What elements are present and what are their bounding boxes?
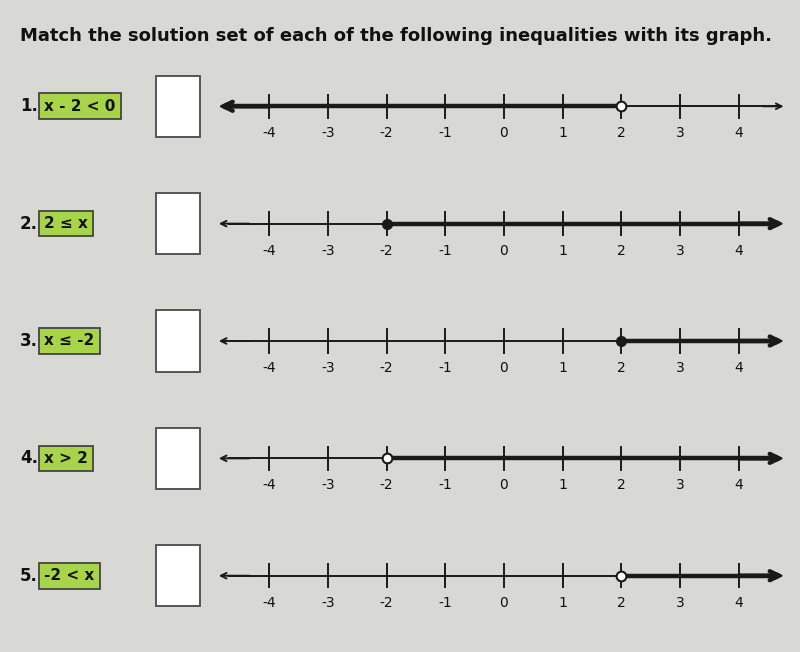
Text: 1: 1 [558, 126, 567, 140]
Text: -1: -1 [438, 361, 452, 375]
Text: 2: 2 [617, 361, 626, 375]
Text: -2: -2 [380, 361, 394, 375]
Text: 4: 4 [734, 126, 743, 140]
Text: -4: -4 [262, 126, 276, 140]
Text: 3: 3 [676, 479, 685, 492]
FancyBboxPatch shape [156, 193, 200, 254]
Text: 2: 2 [617, 244, 626, 258]
Text: -1: -1 [438, 126, 452, 140]
Text: 3: 3 [676, 596, 685, 610]
Text: -2: -2 [380, 244, 394, 258]
Text: -1: -1 [438, 244, 452, 258]
Text: -4: -4 [262, 361, 276, 375]
Text: 4: 4 [734, 479, 743, 492]
FancyBboxPatch shape [156, 545, 200, 606]
Text: -4: -4 [262, 596, 276, 610]
Text: 3: 3 [676, 361, 685, 375]
Text: -3: -3 [321, 244, 334, 258]
Text: x ≤ -2: x ≤ -2 [44, 333, 94, 349]
Text: 1: 1 [558, 361, 567, 375]
Text: 0: 0 [500, 596, 508, 610]
Text: 4.: 4. [20, 449, 38, 467]
Text: Match the solution set of each of the following inequalities with its graph.: Match the solution set of each of the fo… [20, 27, 772, 45]
Text: 2: 2 [617, 126, 626, 140]
Text: -1: -1 [438, 479, 452, 492]
Text: 0: 0 [500, 244, 508, 258]
Text: 3.: 3. [20, 332, 38, 350]
Text: 2 ≤ x: 2 ≤ x [44, 216, 88, 231]
Text: 2.: 2. [20, 215, 38, 233]
Text: 4: 4 [734, 596, 743, 610]
Text: -1: -1 [438, 596, 452, 610]
Text: -2: -2 [380, 596, 394, 610]
Text: -2: -2 [380, 126, 394, 140]
FancyBboxPatch shape [156, 76, 200, 137]
Text: 4: 4 [734, 361, 743, 375]
Text: 4: 4 [734, 244, 743, 258]
Text: 0: 0 [500, 361, 508, 375]
Text: 3: 3 [676, 126, 685, 140]
FancyBboxPatch shape [156, 428, 200, 489]
Text: 5.: 5. [20, 567, 38, 585]
Text: 1.: 1. [20, 97, 38, 115]
Text: 1: 1 [558, 479, 567, 492]
Text: 2: 2 [617, 479, 626, 492]
Text: x - 2 < 0: x - 2 < 0 [44, 98, 115, 114]
Text: x > 2: x > 2 [44, 451, 88, 466]
Text: 0: 0 [500, 126, 508, 140]
Text: -4: -4 [262, 479, 276, 492]
FancyBboxPatch shape [156, 310, 200, 372]
Text: -4: -4 [262, 244, 276, 258]
Text: 0: 0 [500, 479, 508, 492]
Text: -2: -2 [380, 479, 394, 492]
Text: 1: 1 [558, 596, 567, 610]
Text: -3: -3 [321, 126, 334, 140]
Text: 1: 1 [558, 244, 567, 258]
Text: -2 < x: -2 < x [44, 568, 94, 584]
Text: -3: -3 [321, 596, 334, 610]
Text: 2: 2 [617, 596, 626, 610]
Text: 3: 3 [676, 244, 685, 258]
Text: -3: -3 [321, 479, 334, 492]
Text: -3: -3 [321, 361, 334, 375]
